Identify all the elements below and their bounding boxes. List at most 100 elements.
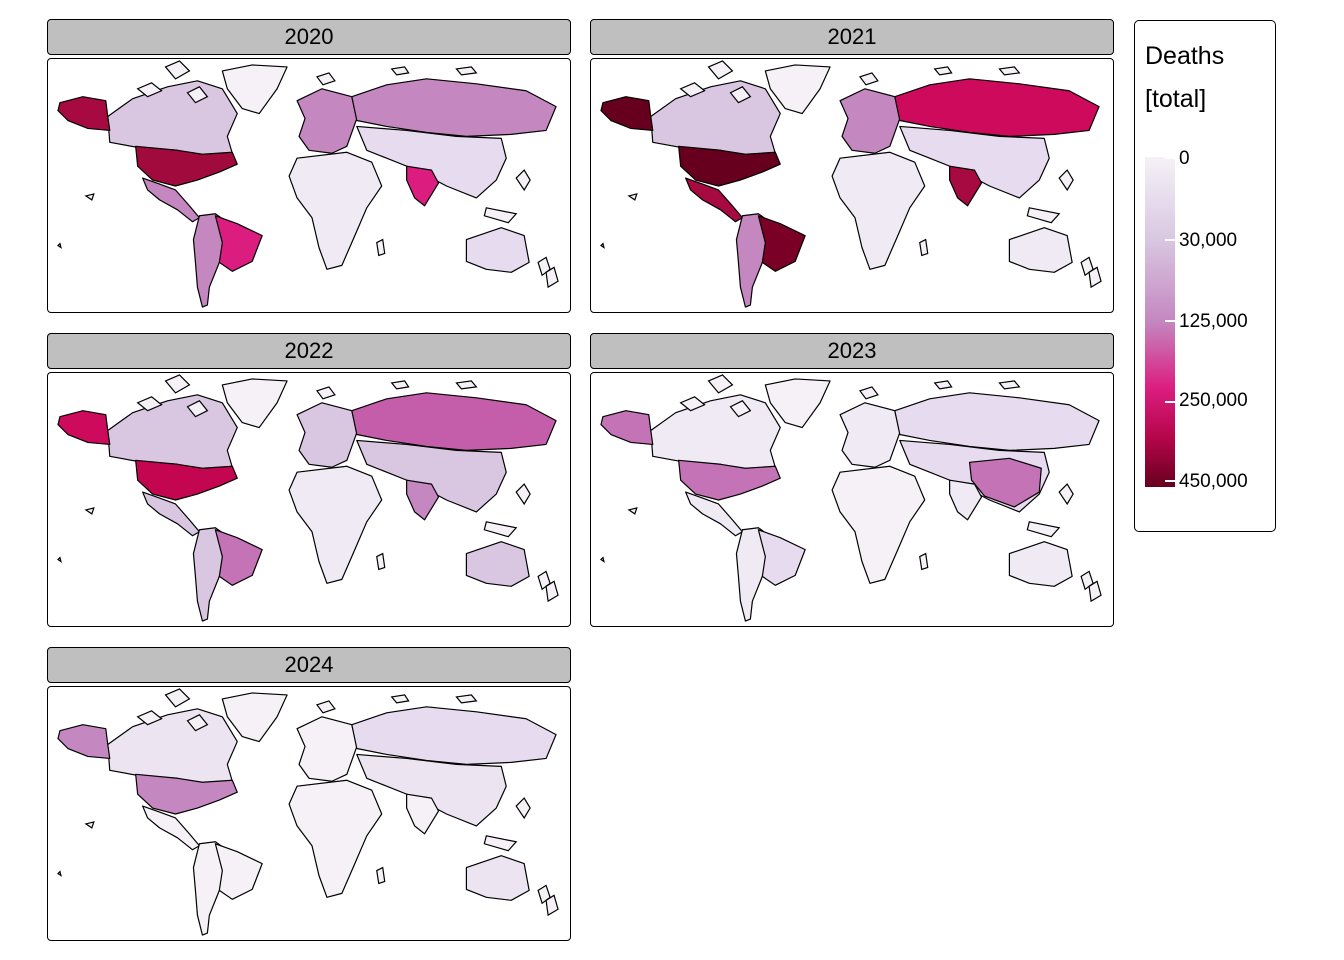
island-4 [933,380,953,390]
island-4 [390,380,410,390]
island-11 [84,193,95,201]
facet-strip-2024: 2024 [47,647,571,683]
legend-tick-4 [1165,480,1175,482]
island-9 [545,894,559,917]
region-northAmerica [107,708,238,785]
island-11 [84,507,95,515]
island-9 [1088,580,1102,603]
region-centralAmerica [142,491,201,537]
island-9 [545,266,559,289]
island-5 [998,380,1021,390]
island-2 [186,400,209,418]
island-0 [164,688,191,708]
map-panel-2022 [47,372,571,627]
region-centralAmerica [685,177,744,223]
map-panel-2020 [47,58,571,313]
island-3 [858,386,879,400]
island-4 [390,66,410,76]
region-india [949,479,983,521]
region-alaska [600,96,654,132]
region-usa [678,145,781,187]
island-5 [998,66,1021,76]
facet-strip-2021: 2021 [590,19,1114,55]
island-11 [627,507,638,515]
island-6 [515,797,531,820]
island-2 [729,400,752,418]
region-asia [356,439,507,513]
island-5 [455,380,478,390]
region-brazil [214,215,263,272]
map-panel-2023 [590,372,1114,627]
island-2 [729,86,752,104]
island-6 [515,483,531,506]
region-alaska [57,410,111,446]
island-3 [315,700,336,714]
region-greenland [221,692,288,743]
region-greenland [221,64,288,115]
island-12 [57,242,62,249]
island-3 [315,386,336,400]
facet-strip-2023: 2023 [590,333,1114,369]
legend-label-0: 0 [1179,148,1190,169]
island-10 [919,238,929,257]
map-panel-2021 [590,58,1114,313]
region-europe [296,88,358,154]
island-0 [707,60,734,80]
region-alaska [57,724,111,760]
region-greenland [764,378,831,429]
legend-title-line1: Deaths [1145,42,1225,70]
world-map [600,60,1102,308]
island-0 [164,374,191,394]
region-northAmerica [107,394,238,471]
region-russia [351,392,557,451]
region-india [406,479,440,521]
legend-tick-1 [1165,239,1175,241]
region-brazil [214,529,263,586]
region-russia [351,78,557,137]
facet-strip-2020: 2020 [47,19,571,55]
region-usa [135,773,238,815]
region-africa [831,465,926,584]
region-russia [351,706,557,765]
region-centralAmerica [142,177,201,223]
legend-label-30000: 30,000 [1179,230,1238,251]
island-2 [186,86,209,104]
island-12 [600,242,605,249]
region-australia [465,541,530,587]
legend-colorbar [1145,157,1175,487]
region-asia [356,753,507,827]
island-4 [390,694,410,704]
region-northAmerica [107,80,238,157]
region-china [968,457,1042,508]
region-australia [1008,541,1073,587]
island-11 [627,193,638,201]
region-europe [296,402,358,468]
island-6 [515,169,531,192]
legend-tick-0 [1165,157,1175,159]
island-7 [1026,207,1061,224]
island-10 [376,552,386,571]
island-2 [186,714,209,732]
legend-tick-2 [1165,320,1175,322]
legend-tick-3 [1165,401,1175,403]
island-9 [1088,266,1102,289]
island-11 [84,821,95,829]
color-legend: Deaths [total] 0 30,000 125,000 250,000 … [1134,20,1276,532]
region-india [949,165,983,207]
region-africa [288,465,383,584]
region-centralAmerica [685,491,744,537]
world-map [57,374,559,622]
island-4 [933,66,953,76]
region-australia [465,227,530,273]
island-1 [136,82,163,98]
region-europe [839,88,901,154]
island-6 [1058,169,1074,192]
legend-label-250000: 250,000 [1179,390,1248,411]
island-5 [455,66,478,76]
region-australia [1008,227,1073,273]
island-3 [858,72,879,86]
world-map [57,60,559,308]
island-3 [315,72,336,86]
region-india [406,165,440,207]
region-greenland [221,378,288,429]
